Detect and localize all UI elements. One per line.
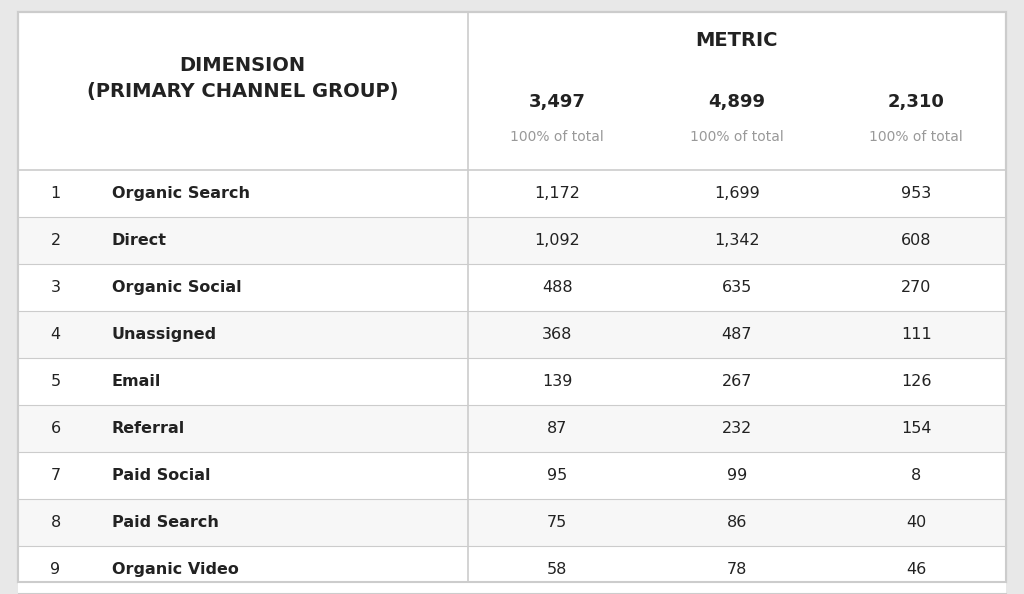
Bar <box>18 358 1006 405</box>
Text: 100% of total: 100% of total <box>510 130 604 144</box>
Text: 635: 635 <box>722 280 752 295</box>
Text: 270: 270 <box>901 280 932 295</box>
Text: Organic Social: Organic Social <box>112 280 242 295</box>
Text: 5: 5 <box>50 374 60 389</box>
Bar <box>18 170 1006 217</box>
Text: 1,342: 1,342 <box>714 233 760 248</box>
Text: Referral: Referral <box>112 421 185 436</box>
Text: 126: 126 <box>901 374 932 389</box>
Text: 4,899: 4,899 <box>709 93 765 111</box>
Text: 95: 95 <box>547 468 567 483</box>
Text: 86: 86 <box>727 515 746 530</box>
Text: 608: 608 <box>901 233 932 248</box>
Text: 4: 4 <box>50 327 60 342</box>
Bar <box>18 217 1006 264</box>
Text: 75: 75 <box>547 515 567 530</box>
Bar <box>18 452 1006 499</box>
Text: 1,092: 1,092 <box>535 233 581 248</box>
Text: 100% of total: 100% of total <box>869 130 964 144</box>
Text: 87: 87 <box>547 421 567 436</box>
Bar <box>18 546 1006 593</box>
Text: 1: 1 <box>50 186 60 201</box>
Text: 2: 2 <box>50 233 60 248</box>
Text: Unassigned: Unassigned <box>112 327 217 342</box>
Bar <box>18 405 1006 452</box>
Text: 487: 487 <box>722 327 752 342</box>
Text: Organic Video: Organic Video <box>112 562 239 577</box>
Text: 139: 139 <box>542 374 572 389</box>
Text: 2,310: 2,310 <box>888 93 945 111</box>
Text: 1,699: 1,699 <box>714 186 760 201</box>
Text: 7: 7 <box>50 468 60 483</box>
Bar <box>18 311 1006 358</box>
Text: 100% of total: 100% of total <box>690 130 783 144</box>
Text: 58: 58 <box>547 562 567 577</box>
Text: 267: 267 <box>722 374 752 389</box>
Text: Paid Search: Paid Search <box>112 515 219 530</box>
Text: 3,497: 3,497 <box>528 93 586 111</box>
Bar <box>18 264 1006 311</box>
Bar <box>18 499 1006 546</box>
Text: 6: 6 <box>50 421 60 436</box>
Text: 232: 232 <box>722 421 752 436</box>
Text: 99: 99 <box>727 468 746 483</box>
Text: 1,172: 1,172 <box>535 186 581 201</box>
Text: 40: 40 <box>906 515 927 530</box>
Text: 368: 368 <box>542 327 572 342</box>
Text: Paid Social: Paid Social <box>112 468 210 483</box>
Text: DIMENSION
(PRIMARY CHANNEL GROUP): DIMENSION (PRIMARY CHANNEL GROUP) <box>87 56 398 101</box>
Text: 154: 154 <box>901 421 932 436</box>
Text: Email: Email <box>112 374 161 389</box>
Text: 9: 9 <box>50 562 60 577</box>
Text: 8: 8 <box>50 515 60 530</box>
Text: 488: 488 <box>542 280 572 295</box>
Text: 3: 3 <box>50 280 60 295</box>
Text: 46: 46 <box>906 562 927 577</box>
Text: 111: 111 <box>901 327 932 342</box>
Text: Organic Search: Organic Search <box>112 186 250 201</box>
Text: METRIC: METRIC <box>695 31 778 50</box>
Text: 78: 78 <box>727 562 746 577</box>
Text: 953: 953 <box>901 186 932 201</box>
Text: Direct: Direct <box>112 233 167 248</box>
Text: 8: 8 <box>911 468 922 483</box>
